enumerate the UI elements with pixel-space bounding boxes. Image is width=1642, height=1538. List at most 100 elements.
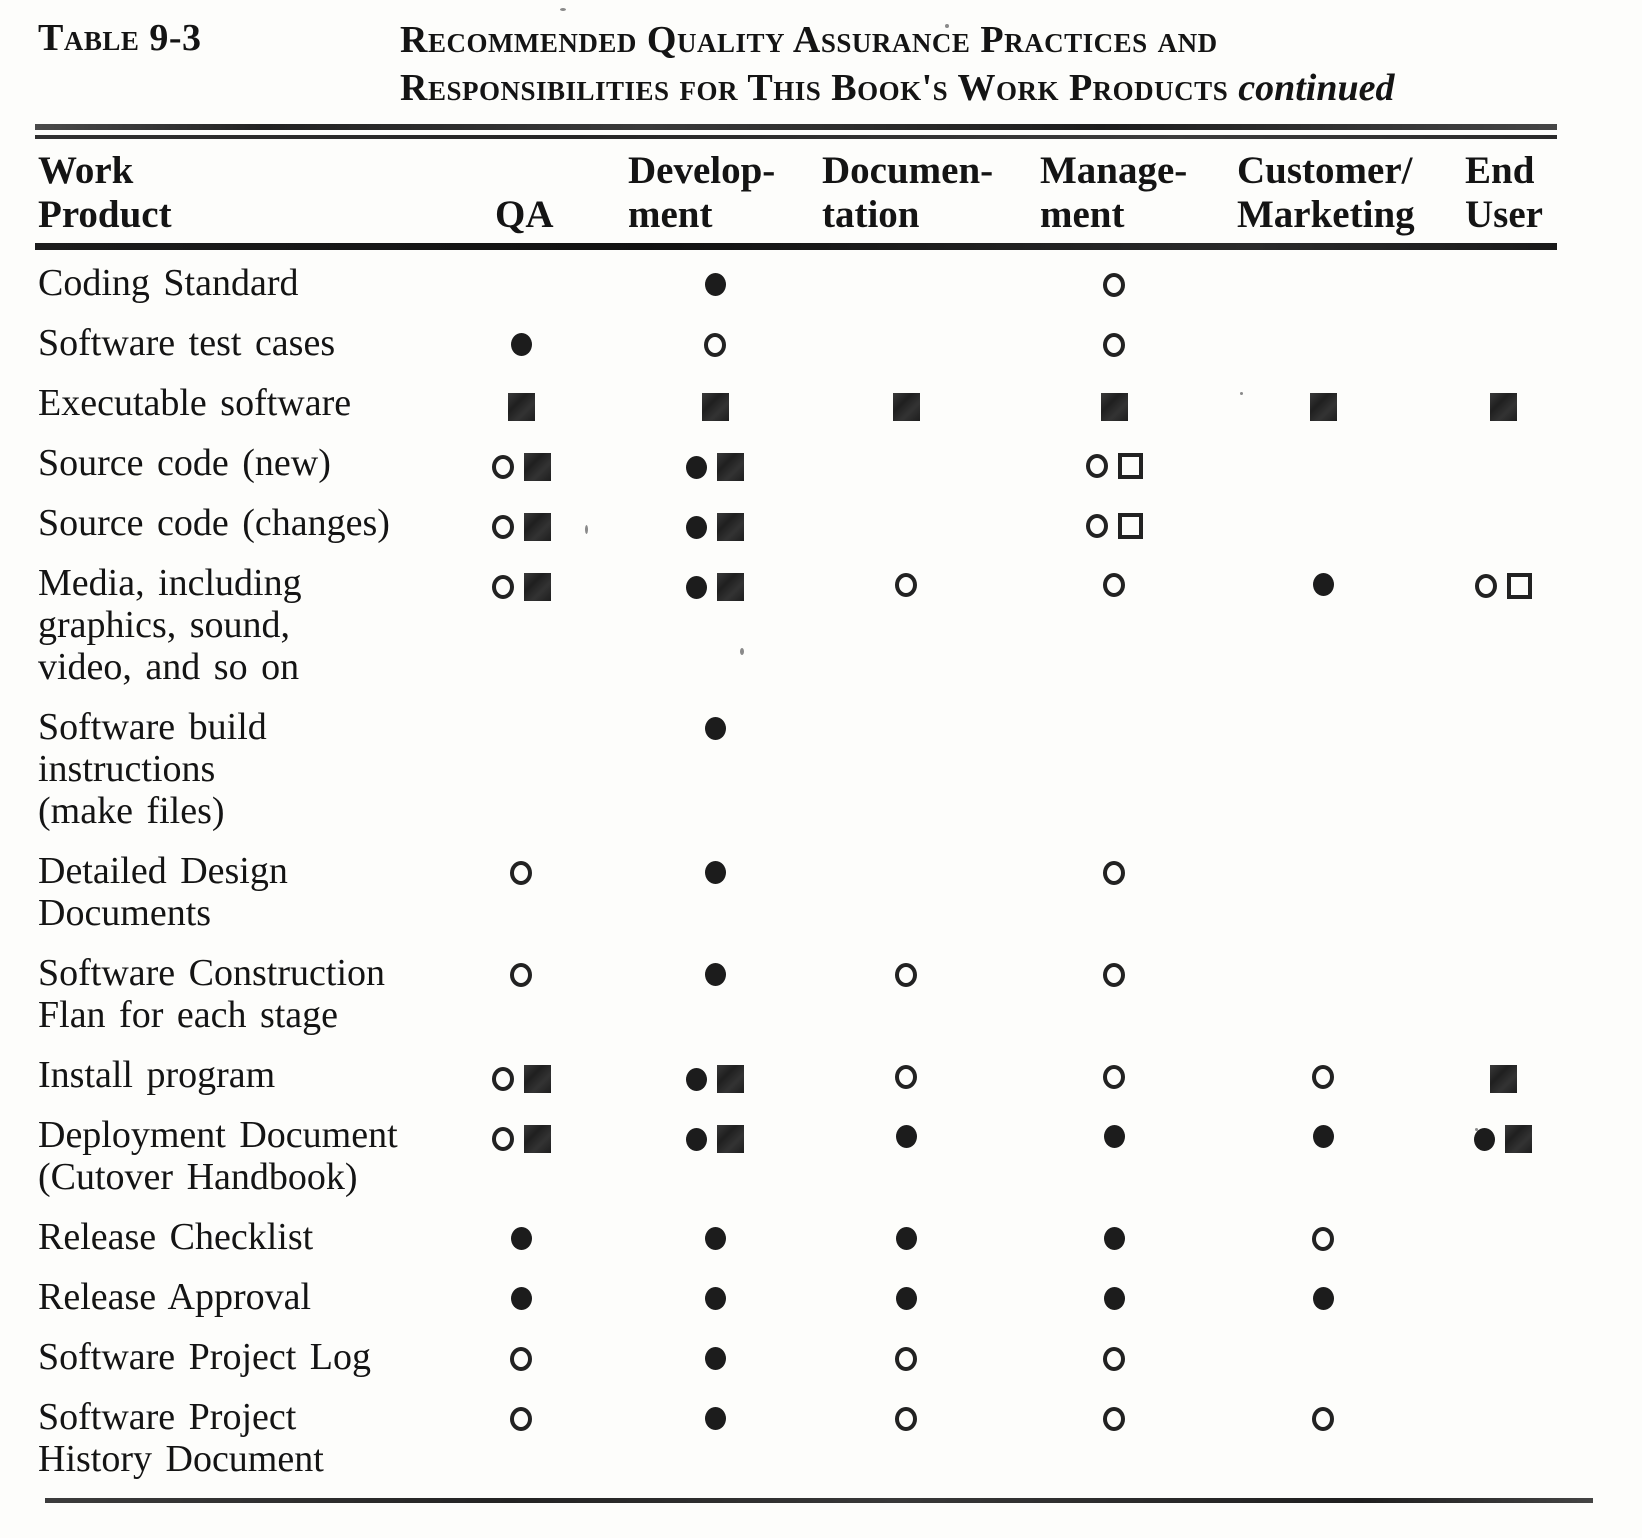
responsibility-cell-qa (470, 1336, 600, 1371)
work-product-line: Software build (38, 706, 267, 748)
responsibility-cell-documentation (790, 706, 1000, 717)
table-row: Source code (changes) (38, 502, 1558, 544)
filled-circle-icon (704, 1287, 726, 1310)
open-circle-icon (895, 963, 917, 987)
responsibility-cell-management (1000, 1276, 1210, 1310)
work-product-label: Coding Standard (38, 262, 470, 304)
work-product-line: Detailed Design (38, 850, 288, 892)
open-circle-icon (1103, 333, 1125, 357)
responsibility-cell-qa (470, 442, 600, 481)
responsibility-cell-documentation (790, 1114, 1000, 1148)
responsibility-cell-customer-marketing (1210, 262, 1390, 273)
responsibility-cell-qa (470, 1114, 600, 1153)
symbol-group (488, 453, 554, 481)
responsibility-cell-customer-marketing (1210, 706, 1390, 717)
open-circle-icon (895, 573, 917, 597)
filled-circle-icon (686, 515, 707, 539)
filled-square-icon (717, 1065, 744, 1093)
open-square-icon (1117, 453, 1143, 479)
open-circle-icon (1085, 514, 1108, 538)
work-product-label: Software Construction Flan for each stage (38, 952, 470, 1036)
work-product-label: Source code (new) (38, 442, 470, 484)
scan-speckle (945, 24, 949, 28)
symbol-group (1081, 861, 1147, 885)
filled-circle-icon (1103, 1125, 1125, 1148)
work-product-line: graphics, sound, (38, 604, 291, 646)
column-header-qa: QA (470, 149, 600, 237)
work-product-line: Source code (new) (38, 442, 331, 484)
symbol-group (1081, 1347, 1147, 1371)
work-product-line: Software Construction (38, 952, 386, 994)
responsibility-cell-documentation (790, 502, 1000, 513)
filled-circle-icon (704, 717, 726, 740)
symbol-group (682, 513, 748, 541)
open-circle-icon (1103, 963, 1125, 987)
work-product-line: Flan for each stage (38, 994, 339, 1036)
open-circle-icon (510, 1407, 532, 1431)
symbol-group (1290, 393, 1356, 421)
open-circle-icon (491, 575, 514, 599)
column-header-text: ment (628, 193, 713, 236)
table-row: Release Checklist (38, 1216, 1558, 1258)
symbol-group (1081, 1407, 1147, 1431)
responsibility-cell-documentation (790, 1396, 1000, 1431)
symbol-group (488, 1287, 554, 1310)
symbol-group (873, 1065, 939, 1089)
responsibility-cell-qa (470, 562, 600, 601)
column-header-text: Product (38, 193, 172, 236)
open-circle-icon (510, 963, 532, 987)
filled-square-icon (1309, 393, 1337, 421)
responsibility-cell-development (600, 322, 790, 357)
open-circle-icon (1474, 574, 1497, 598)
filled-square-icon (523, 573, 551, 601)
symbol-group (1081, 573, 1147, 597)
filled-circle-icon (510, 1227, 532, 1250)
responsibility-cell-customer-marketing (1210, 1114, 1390, 1148)
symbol-group (1081, 333, 1147, 357)
open-circle-icon (1103, 1407, 1125, 1431)
symbol-group (682, 963, 748, 986)
responsibility-cell-qa (470, 1276, 600, 1310)
symbol-group (1290, 1287, 1356, 1310)
symbol-group (488, 963, 554, 987)
table-row: Software Project History Document (38, 1396, 1558, 1480)
responsibility-cell-development (600, 1336, 790, 1370)
responsibility-cell-documentation (790, 1276, 1000, 1310)
responsibility-cell-documentation (790, 382, 1000, 421)
open-circle-icon (1103, 273, 1125, 297)
column-header-text: Develop- (628, 149, 776, 192)
open-circle-icon (1103, 1065, 1125, 1089)
table-row: Software Project Log (38, 1336, 1558, 1378)
symbol-group (873, 393, 939, 421)
symbol-group (682, 861, 748, 884)
responsibility-cell-end-user (1390, 850, 1558, 861)
symbol-group (682, 1407, 748, 1430)
work-product-line: Software Project (38, 1396, 297, 1438)
filled-square-icon (523, 513, 551, 541)
responsibility-cell-development (600, 706, 790, 740)
responsibility-cell-customer-marketing (1210, 562, 1390, 596)
responsibility-cell-management (1000, 706, 1210, 717)
symbol-group (873, 573, 939, 597)
filled-square-icon (717, 573, 744, 601)
work-product-label: Software build instructions (make files) (38, 706, 470, 832)
filled-square-icon (523, 453, 551, 481)
open-circle-icon (1103, 861, 1125, 885)
responsibility-cell-qa (470, 952, 600, 987)
open-circle-icon (704, 333, 726, 357)
responsibility-cell-documentation (790, 952, 1000, 987)
column-header-text: tation (822, 193, 920, 236)
table-row: Media, including graphics, sound, video, a… (38, 562, 1558, 688)
table-row: Coding Standard (38, 262, 1558, 304)
table-number: Table 9-3 (38, 17, 202, 59)
responsibility-cell-customer-marketing (1210, 1336, 1390, 1347)
symbol-group (488, 1407, 554, 1431)
responsibility-cell-development (600, 442, 790, 481)
column-header-text: End (1465, 149, 1535, 192)
responsibility-cell-management (1000, 262, 1210, 297)
open-circle-icon (895, 1065, 917, 1089)
filled-square-icon (892, 393, 920, 421)
table-title: Recommended Quality Assurance Practices … (400, 16, 1642, 112)
responsibility-cell-documentation (790, 442, 1000, 453)
scan-speckle (740, 648, 744, 655)
